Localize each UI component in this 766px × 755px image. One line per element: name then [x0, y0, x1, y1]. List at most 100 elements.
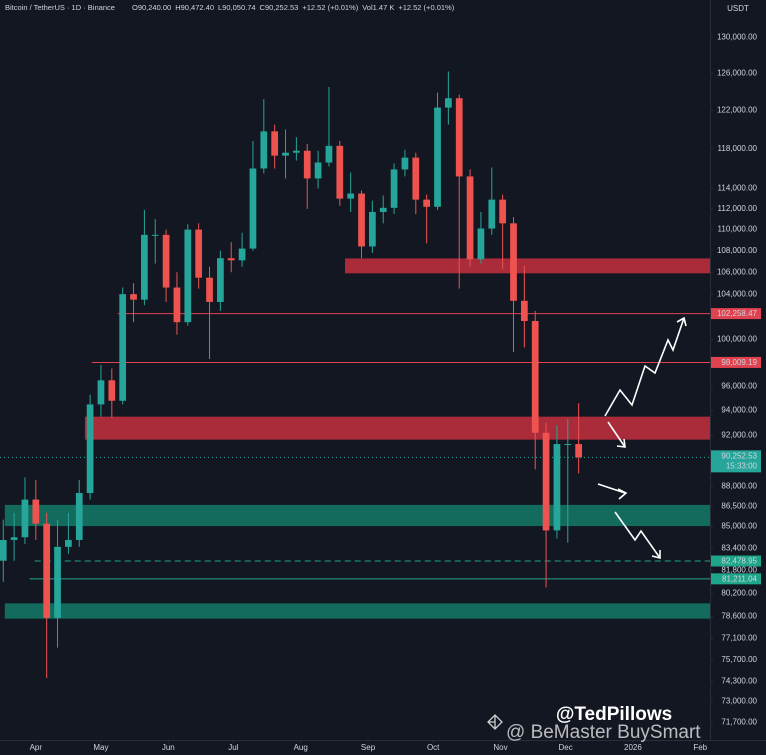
candle: [575, 403, 583, 474]
zone: [4, 603, 711, 619]
candle-body: [184, 229, 192, 323]
candle-body: [162, 234, 170, 288]
arrow-path: [597, 483, 626, 494]
ohlc-item: Vol1.47 K: [362, 3, 394, 12]
ohlc-item: L90,050.74: [218, 3, 256, 12]
candle-body: [10, 537, 18, 540]
last-price-label: 90,252.53: [721, 451, 757, 460]
ohlc-legend: O90,240.00 H90,472.40 L90,050.74 C90,252.53…: [132, 3, 455, 12]
y-tick-label: 104,000.00: [717, 289, 758, 298]
candle-body: [358, 193, 365, 247]
candle-body: [575, 444, 583, 458]
level-label: 82,478.95: [721, 557, 757, 566]
candle: [423, 194, 431, 244]
candle-body: [282, 152, 289, 156]
candle: [369, 200, 376, 253]
candle: [434, 92, 441, 210]
candle: [293, 137, 300, 161]
candle: [97, 364, 105, 417]
candle: [564, 419, 572, 543]
candle-body: [314, 162, 322, 179]
y-tick-label: 110,000.00: [718, 225, 758, 234]
candle: [206, 266, 213, 360]
candle-body: [271, 131, 279, 156]
candle: [358, 190, 365, 259]
candle: [227, 242, 235, 273]
candle-body: [336, 145, 344, 199]
arrow-head: [651, 550, 661, 560]
y-tick-label: 130,000.00: [717, 32, 758, 41]
arrow-head: [617, 488, 628, 500]
candle: [499, 194, 507, 269]
candle-body: [520, 300, 528, 322]
candle-body: [379, 207, 387, 212]
candle: [86, 394, 94, 500]
candle-body: [412, 157, 420, 200]
candle-body: [466, 176, 474, 260]
candle-body: [54, 546, 61, 618]
x-tick-label: Apr: [30, 743, 43, 752]
ohlc-item: C90,252.53: [260, 3, 299, 12]
y-tick-label: 92,000.00: [721, 430, 757, 439]
x-tick-label: Jul: [228, 743, 238, 752]
candle: [10, 512, 18, 561]
candle-body: [173, 287, 181, 323]
watermark-author: @TedPillows: [556, 704, 672, 725]
candle: [542, 422, 550, 588]
candle-body: [249, 168, 257, 249]
candle: [151, 219, 159, 264]
candle-body: [455, 98, 463, 177]
candle: [379, 195, 387, 224]
candle: [184, 224, 192, 326]
y-tick-label: 126,000.00: [717, 68, 758, 77]
ohlc-item: +12.52 (+0.01%): [398, 3, 454, 12]
candle-body: [423, 199, 431, 207]
y-tick-label: 83,400.00: [721, 543, 757, 552]
candle: [401, 149, 409, 177]
candle-body: [499, 199, 507, 224]
y-tick-label: 94,000.00: [721, 406, 757, 415]
candle-body: [119, 294, 127, 401]
zone: [84, 416, 711, 440]
candle-body: [390, 169, 398, 208]
candle-body: [347, 193, 355, 199]
candle-body: [488, 199, 496, 229]
x-tick-label: Oct: [427, 743, 440, 752]
candle: [260, 99, 268, 174]
candle: [21, 477, 29, 545]
candle-body: [369, 211, 376, 247]
candle-body: [303, 150, 311, 179]
y-tick-label: 71,700.00: [721, 717, 757, 726]
drawn-arrows: [597, 316, 687, 560]
y-tick-label: 77,100.00: [721, 634, 757, 643]
candle-body: [43, 523, 51, 618]
y-tick-label: 96,000.00: [721, 381, 757, 390]
y-tick-label: 74,300.00: [721, 676, 757, 685]
candle: [325, 87, 333, 167]
candle-body: [141, 234, 148, 300]
candle-body: [130, 294, 137, 300]
candle-body: [97, 380, 105, 405]
candle: [0, 519, 7, 582]
level-label-box: [711, 555, 761, 567]
level-label: 98,009.19: [721, 358, 757, 367]
candle-body: [293, 150, 300, 153]
y-tick-label: 85,000.00: [721, 521, 757, 530]
ohlc-item: O90,240.00: [132, 3, 171, 12]
arrow-head: [616, 438, 626, 448]
y-tick-label: 78,600.00: [721, 612, 757, 621]
y-tick-label: 112,000.00: [718, 204, 758, 213]
candle: [303, 143, 311, 209]
candle: [488, 167, 496, 235]
arrow-path: [614, 511, 661, 559]
candle-body: [510, 223, 517, 301]
y-tick-label: 106,000.00: [717, 267, 758, 276]
zone: [4, 504, 711, 527]
candle-body: [542, 432, 550, 531]
candle: [282, 129, 289, 179]
y-tick-label: 75,700.00: [721, 655, 757, 664]
arrow-path: [604, 317, 685, 417]
candle: [195, 223, 203, 289]
candle-body: [206, 277, 213, 302]
